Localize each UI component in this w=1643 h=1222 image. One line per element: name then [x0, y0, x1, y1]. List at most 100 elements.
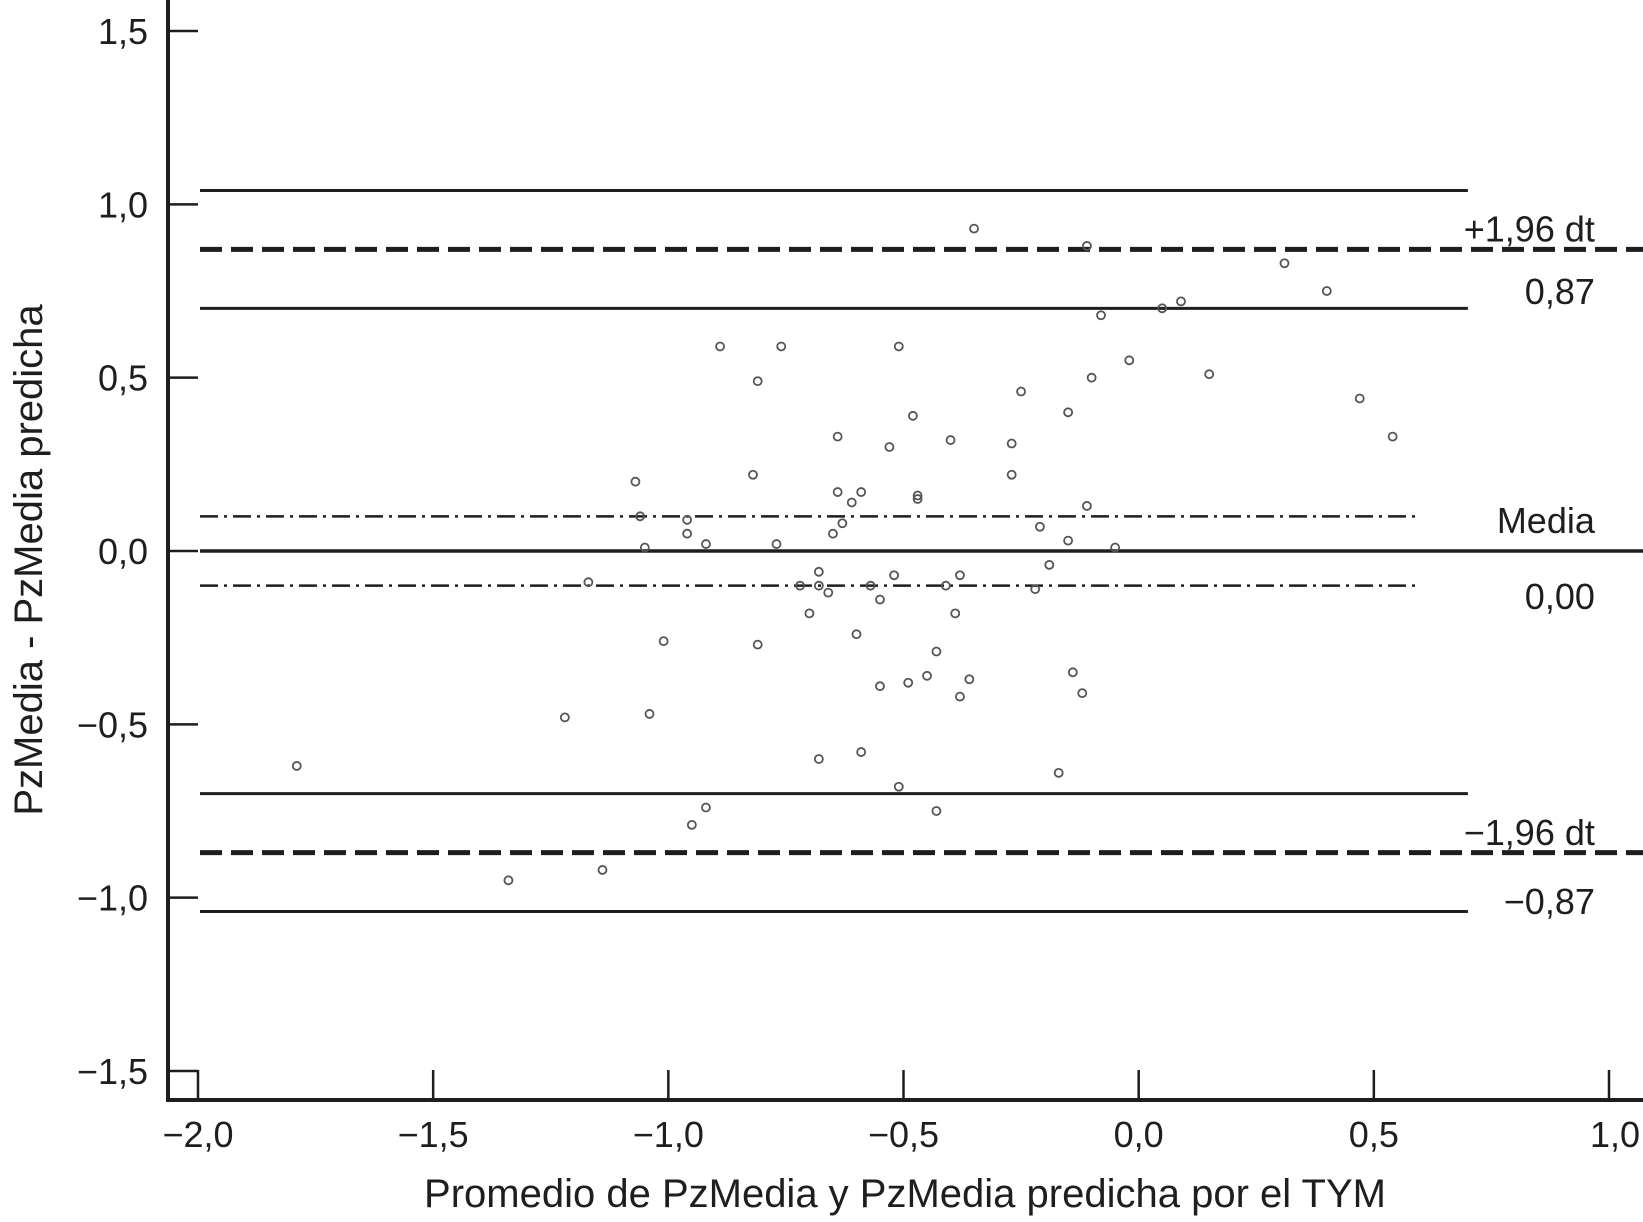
data-point	[291, 761, 302, 771]
data-point	[1082, 501, 1092, 511]
data-point	[1044, 559, 1055, 570]
data-point	[903, 677, 914, 688]
data-point	[1016, 386, 1026, 397]
data-point	[635, 511, 646, 522]
data-point	[875, 594, 885, 605]
data-point	[701, 539, 711, 549]
data-point	[893, 781, 904, 792]
data-point	[1387, 431, 1398, 442]
data-point	[889, 570, 899, 581]
data-point	[644, 709, 655, 719]
data-point	[1030, 584, 1041, 595]
data-point	[1077, 688, 1088, 699]
data-point	[856, 747, 867, 757]
data-point	[813, 566, 824, 577]
data-point	[752, 639, 763, 650]
data-point	[503, 875, 514, 886]
data-point	[945, 435, 956, 445]
x-tick-label: 0,5	[1349, 1114, 1399, 1155]
data-point	[1067, 667, 1078, 678]
data-point	[1096, 310, 1106, 321]
data-point	[1006, 469, 1017, 480]
reference-lines	[200, 188, 1643, 914]
y-axis-title: PzMedia - PzMedia predicha	[7, 304, 51, 816]
y-tick-label: 1,0	[98, 184, 148, 225]
data-point	[1063, 535, 1074, 546]
tick-labels: 1,5 1,0 0,5 0,0 −0,5 −1,0 −1,5 −2,0 −1,5 −1,0 −0,5…	[77, 11, 1640, 1155]
data-point	[639, 542, 650, 553]
annotation-label: −1,96 dt	[1464, 812, 1595, 853]
data-point	[1006, 438, 1017, 449]
data-point	[922, 670, 932, 681]
annotation-label: +1,96 dt	[1464, 209, 1595, 250]
data-point	[748, 469, 758, 480]
data-point	[1086, 372, 1097, 383]
data-point	[1204, 369, 1215, 380]
data-point	[969, 223, 979, 234]
data-point	[597, 865, 608, 875]
data-point	[686, 819, 697, 830]
data-point	[682, 514, 693, 525]
data-point	[940, 580, 951, 591]
data-point	[1053, 767, 1064, 778]
data-point	[828, 528, 838, 539]
data-point	[908, 410, 918, 421]
x-tick-label: −1,0	[633, 1114, 704, 1155]
data-point	[1082, 241, 1092, 251]
x-tick-label: −1,5	[398, 1114, 469, 1155]
data-point	[1110, 542, 1121, 553]
axes	[166, 0, 1643, 1102]
data-point	[950, 608, 961, 619]
x-tick-label: −0,5	[868, 1114, 939, 1155]
data-point	[931, 646, 942, 657]
x-tick-label: −2,0	[162, 1114, 233, 1155]
data-point	[851, 629, 862, 640]
y-tick-label: −1,5	[77, 1051, 148, 1092]
data-point	[893, 341, 904, 352]
y-tick-label: −1,0	[77, 878, 148, 919]
annotation-label: Media	[1497, 500, 1596, 541]
data-point	[912, 494, 923, 504]
annotations: +1,96 dt 0,87 Media 0,00 −1,96 dt −0,87	[1464, 209, 1596, 923]
data-point	[832, 431, 843, 442]
data-point	[931, 806, 942, 816]
data-point	[875, 681, 885, 692]
y-tick-label: −0,5	[77, 704, 148, 745]
data-point	[1034, 521, 1045, 532]
y-tick-label: 0,0	[98, 531, 148, 572]
data-point	[795, 580, 805, 591]
data-point	[964, 674, 975, 685]
data-point	[559, 712, 570, 723]
data-point	[715, 341, 725, 352]
data-point	[776, 341, 787, 352]
data-point	[1157, 303, 1168, 314]
data-point	[955, 691, 965, 702]
annotation-label: −0,87	[1504, 881, 1595, 922]
data-point	[884, 442, 895, 452]
data-point	[583, 577, 594, 588]
data-point	[1321, 286, 1332, 296]
data-points	[291, 223, 1398, 886]
annotation-label: 0,00	[1525, 576, 1595, 617]
data-point	[1176, 296, 1186, 307]
data-point	[771, 539, 782, 549]
data-point	[682, 528, 693, 539]
data-point	[813, 754, 824, 764]
data-point	[804, 608, 815, 619]
x-tick-label: 0,0	[1114, 1114, 1164, 1155]
data-point	[846, 497, 857, 508]
data-point	[1354, 393, 1365, 404]
data-point	[856, 487, 867, 497]
data-point	[832, 487, 843, 497]
data-point	[813, 580, 824, 591]
data-point	[912, 490, 923, 501]
data-point	[955, 570, 965, 581]
data-point	[1063, 407, 1074, 418]
x-axis-title: Promedio de PzMedia y PzMedia predicha p…	[424, 1172, 1386, 1216]
data-point	[1279, 258, 1290, 269]
data-point	[701, 802, 711, 813]
data-point	[837, 518, 848, 529]
data-point	[823, 587, 834, 598]
